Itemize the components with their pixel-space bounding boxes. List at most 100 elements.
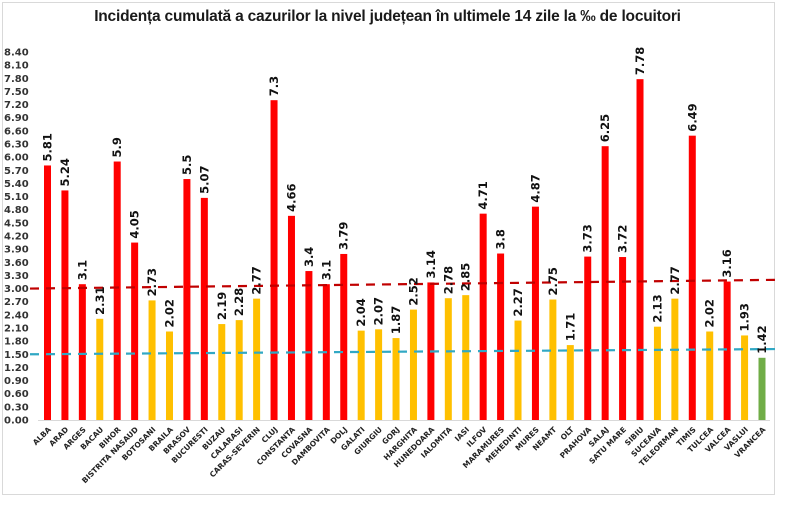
y-tick-label: 1.80 [4,337,29,348]
reference-lines [29,278,779,356]
data-label: 2.31 [93,286,107,314]
data-label: 2.13 [650,294,664,322]
bar-iasi [462,295,470,420]
bar-valcea [723,281,731,420]
data-label: 1.93 [738,303,752,331]
data-label: 7.3 [267,76,281,96]
bar-satu-mare [619,257,627,420]
y-axis: 0.00 0.30 0.60 0.90 1.20 1.50 1.80 2.10 2.40 2.70… [4,48,29,427]
data-label: 5.24 [58,158,72,186]
y-tick-label: 4.20 [4,232,29,243]
bar-dolj [340,253,348,420]
data-label: 6.49 [685,103,699,131]
data-label: 1.42 [755,325,769,353]
bar-arad [61,190,69,420]
y-tick-label: 6.00 [4,153,29,164]
data-label: 2.52 [406,277,420,305]
reference-line-threshold-1.5 [29,347,779,356]
data-label: 6.25 [598,114,612,142]
data-labels: 5.815.243.12.315.94.052.732.025.55.072.1… [41,47,770,354]
bar-braila [165,331,173,420]
bar-sibiu [636,79,644,421]
y-tick-label: 3.00 [4,284,29,295]
data-label: 4.66 [284,183,298,211]
y-tick-label: 7.20 [4,100,29,111]
bar-bacau [96,318,104,420]
data-label: 3.79 [337,222,351,250]
bar-bihor [113,161,121,420]
y-tick-label: 1.20 [4,363,29,374]
data-label: 3.1 [75,260,89,280]
y-tick-label: 1.50 [4,350,29,361]
data-label: 3.16 [720,249,734,277]
y-tick-label: 0.90 [4,376,29,387]
y-tick-label: 3.60 [4,258,29,269]
data-label: 3.4 [302,247,316,267]
y-tick-label: 7.50 [4,87,29,98]
bar-ilfov [479,213,487,420]
bar-prahova [584,256,592,420]
y-tick-label: 6.30 [4,140,29,151]
bar-teleorman [671,298,679,420]
bar-caras-severin [253,298,261,420]
bar-galati [357,330,365,420]
data-label: 2.02 [162,299,176,327]
chart-frame [2,2,775,495]
data-label: 2.28 [232,288,246,316]
bar-maramures [497,253,505,420]
bar-mures [531,206,539,420]
data-label: 2.19 [215,292,229,320]
data-label: 4.87 [528,174,542,202]
y-tick-label: 5.70 [4,166,29,177]
data-label: 7.78 [633,47,647,75]
data-label: 5.81 [41,133,55,161]
data-label: 2.78 [441,266,455,294]
bar-ialomita [444,298,452,420]
y-tick-label: 5.40 [4,179,29,190]
data-label: 2.77 [250,266,264,294]
data-label: 2.07 [372,297,386,325]
data-label: 2.85 [459,263,473,291]
data-label: 2.73 [145,268,159,296]
y-tick-label: 8.10 [4,61,29,72]
y-tick-label: 6.60 [4,126,29,137]
bar-botosani [148,300,156,420]
data-label: 4.05 [128,210,142,238]
y-tick-label: 4.80 [4,205,29,216]
bar-timis [688,135,696,420]
bar-brasov [183,179,191,420]
bar-harghita [409,309,417,420]
bars [44,79,766,421]
bar-giurgiu [375,329,383,420]
y-tick-label: 2.70 [4,297,29,308]
y-tick-label: 7.80 [4,74,29,85]
bar-calarasi [235,320,243,420]
y-tick-label: 8.40 [4,48,29,59]
bar-alba [44,165,51,420]
bar-olt [566,345,574,420]
bar-vrancea [758,357,766,420]
bar-cluj [270,100,278,420]
data-label: 4.71 [476,181,490,209]
bar-suceava [653,326,661,420]
data-label: 2.77 [668,266,682,294]
bar-vaslui [741,335,749,420]
y-tick-label: 5.10 [4,192,29,203]
bar-buzau [218,324,226,420]
data-label: 3.1 [319,260,333,280]
y-tick-label: 2.10 [4,324,29,335]
data-label: 1.87 [389,306,403,334]
data-label: 1.71 [563,313,577,341]
data-label: 5.07 [197,166,211,194]
y-tick-label: 6.90 [4,113,29,124]
bar-neamt [549,299,557,420]
data-label: 2.75 [546,267,560,295]
bar-constanta [287,215,295,420]
bar-mehedinti [514,320,522,420]
data-label: 2.02 [703,299,717,327]
data-label: 2.04 [354,298,368,326]
data-label: 2.27 [511,288,525,316]
bar-bistrita-nasaud [131,242,139,420]
